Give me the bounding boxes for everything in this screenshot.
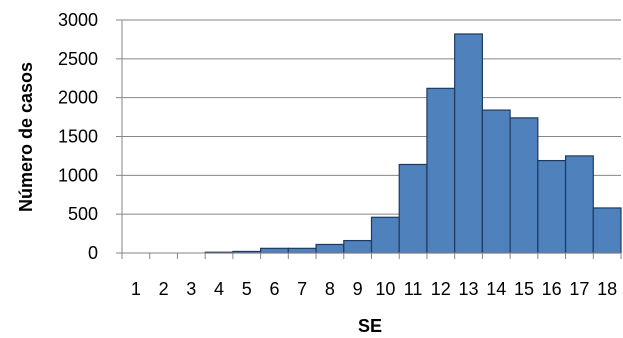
- y-tick-label: 3000: [58, 10, 98, 30]
- x-tick-label: 11: [404, 279, 423, 299]
- x-tick-label: 7: [297, 279, 307, 299]
- y-tick-label: 500: [68, 204, 98, 224]
- bar-16: [537, 159, 567, 254]
- bar-13: [454, 33, 483, 254]
- bar-18: [592, 207, 622, 254]
- x-tick-label: 17: [569, 279, 589, 299]
- y-tick-label: 2000: [58, 88, 98, 108]
- bar-9: [343, 239, 373, 254]
- bar-6: [260, 247, 289, 254]
- bar-15: [509, 117, 539, 254]
- x-tick-label: 10: [375, 279, 395, 299]
- y-tick-label: 0: [88, 243, 98, 263]
- x-tick-label: 5: [242, 279, 252, 299]
- bar-11: [398, 163, 428, 254]
- y-tick-labels: 0 500 1000 1500 2000 2500 3000: [58, 10, 98, 263]
- x-tick-labels: 1 2 3 4 5 6 7 8 9 10 11 12 13 14 15 16 17 18: [131, 279, 617, 299]
- x-tick-label: 9: [353, 279, 363, 299]
- bar-17: [564, 155, 594, 254]
- x-tick-label: 14: [486, 279, 506, 299]
- bar-12: [426, 87, 456, 254]
- x-tick-label: 1: [131, 279, 141, 299]
- x-tick-label: 8: [325, 279, 335, 299]
- x-tick-label: 12: [431, 279, 451, 299]
- y-tick-label: 1000: [58, 165, 98, 185]
- x-tick-label: 13: [459, 279, 479, 299]
- axes: [116, 19, 622, 259]
- y-tick-label: 2500: [58, 49, 98, 69]
- x-tick-label: 4: [214, 279, 224, 299]
- x-tick-label: 15: [514, 279, 534, 299]
- x-tick-label: 16: [542, 279, 562, 299]
- y-axis-title: Número de casos: [16, 62, 36, 212]
- bars: [204, 33, 622, 254]
- bar-8: [315, 243, 345, 254]
- x-tick-label: 3: [186, 279, 196, 299]
- bar-7: [287, 247, 317, 254]
- x-tick-label: 18: [597, 279, 617, 299]
- y-tick-label: 1500: [58, 127, 98, 147]
- x-axis-title: SE: [358, 316, 382, 336]
- x-tick-label: 6: [269, 279, 279, 299]
- bar-14: [481, 109, 511, 254]
- x-tick-label: 2: [159, 279, 169, 299]
- bar-10: [370, 216, 400, 254]
